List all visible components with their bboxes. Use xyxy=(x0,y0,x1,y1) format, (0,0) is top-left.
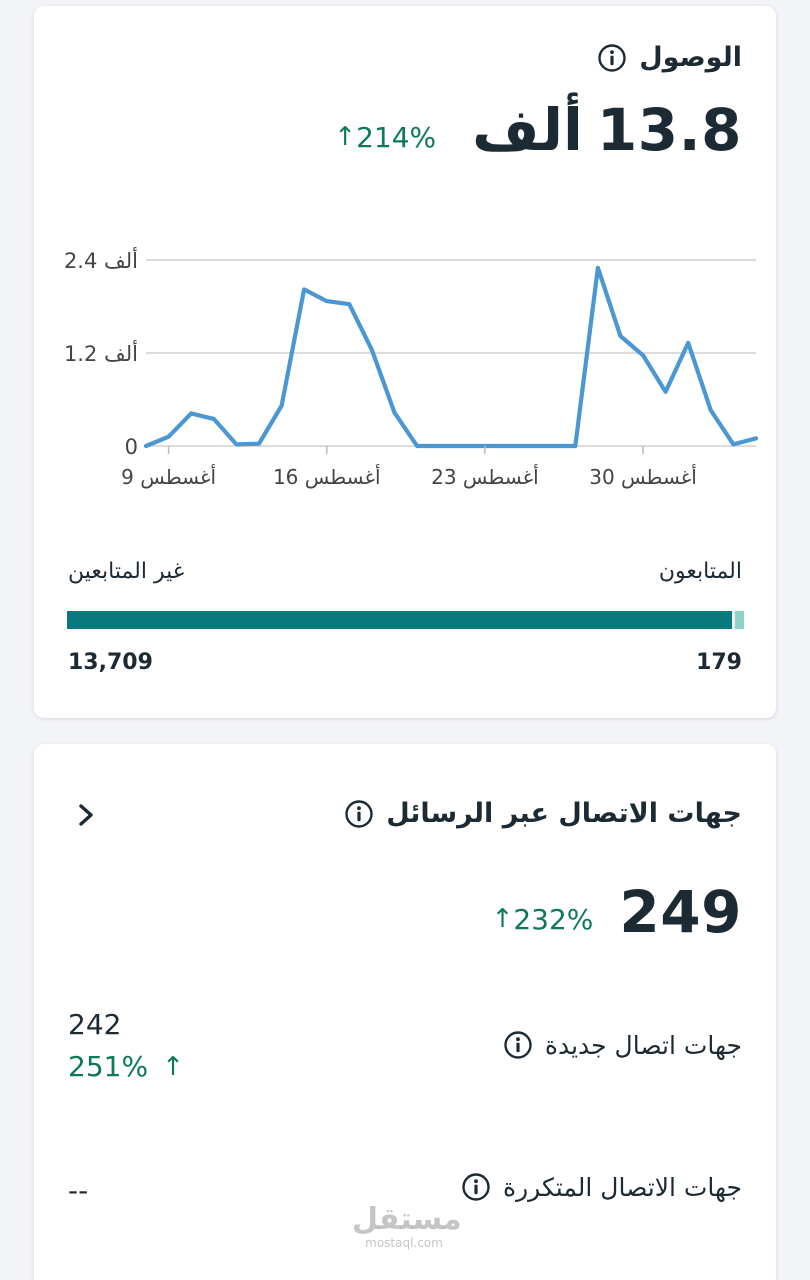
info-icon[interactable] xyxy=(503,1030,533,1060)
info-icon[interactable] xyxy=(344,799,374,829)
reach-value-number: 13.8 xyxy=(596,96,742,164)
reach-line-chart: 2.4 ألف 1.2 ألف 0 9 أغسطس 16 أغسطس 23 أغسطس 30… xyxy=(64,247,759,489)
returning-contacts-label: جهات الاتصال المتكررة xyxy=(503,1172,742,1202)
y-tick-label: 2.4 ألف xyxy=(64,247,138,273)
info-icon[interactable] xyxy=(461,1172,491,1202)
watermark-logo-text: مستقل xyxy=(352,1202,462,1237)
reach-delta-value: 214% xyxy=(356,120,437,154)
y-tick-label: 0 xyxy=(125,435,138,459)
arrow-up-icon: ↑ xyxy=(491,904,514,934)
contacts-delta-value: 232% xyxy=(513,902,594,936)
non-followers-bar-segment xyxy=(67,611,732,629)
messaging-contacts-card[interactable]: جهات الاتصال عبر الرسائل 249 ↑ 232% جهات… xyxy=(34,744,776,1280)
new-contacts-delta-value: 251% xyxy=(68,1050,149,1083)
contacts-header: جهات الاتصال عبر الرسائل xyxy=(344,798,742,829)
followers-bar-segment xyxy=(735,611,744,629)
contacts-value: 249 xyxy=(619,878,742,946)
watermark-url: mostaql.com xyxy=(365,1236,443,1250)
x-tick-label: 23 أغسطس xyxy=(431,464,539,489)
non-followers-label: غير المتابعين xyxy=(68,559,185,584)
reach-value-row: 13.8 ألف ↑ 214% xyxy=(320,96,742,164)
info-icon[interactable] xyxy=(597,43,627,73)
reach-value-unit: ألف xyxy=(472,96,583,164)
followers-split-bar xyxy=(67,611,744,629)
contacts-delta: ↑ 232% xyxy=(478,903,594,936)
x-tick-label: 16 أغسطس xyxy=(273,464,381,489)
reach-delta: ↑ 214% xyxy=(320,121,436,154)
contacts-title: جهات الاتصال عبر الرسائل xyxy=(386,798,742,829)
reach-card: الوصول 13.8 ألف ↑ 214% 2.4 ألف 1.2 ألف 0 9 … xyxy=(34,6,776,718)
new-contacts-delta: 251% ↑ xyxy=(68,1050,184,1083)
new-contacts-label: جهات اتصال جديدة xyxy=(544,1030,742,1060)
returning-contacts-value: -- xyxy=(68,1174,89,1207)
chevron-right-icon[interactable] xyxy=(72,800,102,830)
new-contacts-value: 242 xyxy=(68,1008,122,1041)
reach-title: الوصول xyxy=(639,42,742,73)
reach-header: الوصول xyxy=(597,42,742,73)
x-tick-label: 30 أغسطس xyxy=(589,464,697,489)
new-contacts-row: جهات اتصال جديدة xyxy=(503,1030,742,1060)
followers-count: 179 xyxy=(696,650,742,675)
returning-contacts-row: جهات الاتصال المتكررة xyxy=(461,1172,742,1202)
followers-label: المتابعون xyxy=(658,559,742,584)
non-followers-count: 13,709 xyxy=(68,650,153,675)
mostaql-watermark: مستقل mostaql.com xyxy=(352,1202,462,1251)
reach-series-line xyxy=(143,265,759,449)
y-tick-label: 1.2 ألف xyxy=(64,340,138,366)
arrow-up-icon: ↑ xyxy=(334,122,357,152)
x-tick-label: 9 أغسطس xyxy=(121,464,216,489)
arrow-up-icon: ↑ xyxy=(162,1051,184,1082)
contacts-value-row: 249 ↑ 232% xyxy=(478,878,742,946)
